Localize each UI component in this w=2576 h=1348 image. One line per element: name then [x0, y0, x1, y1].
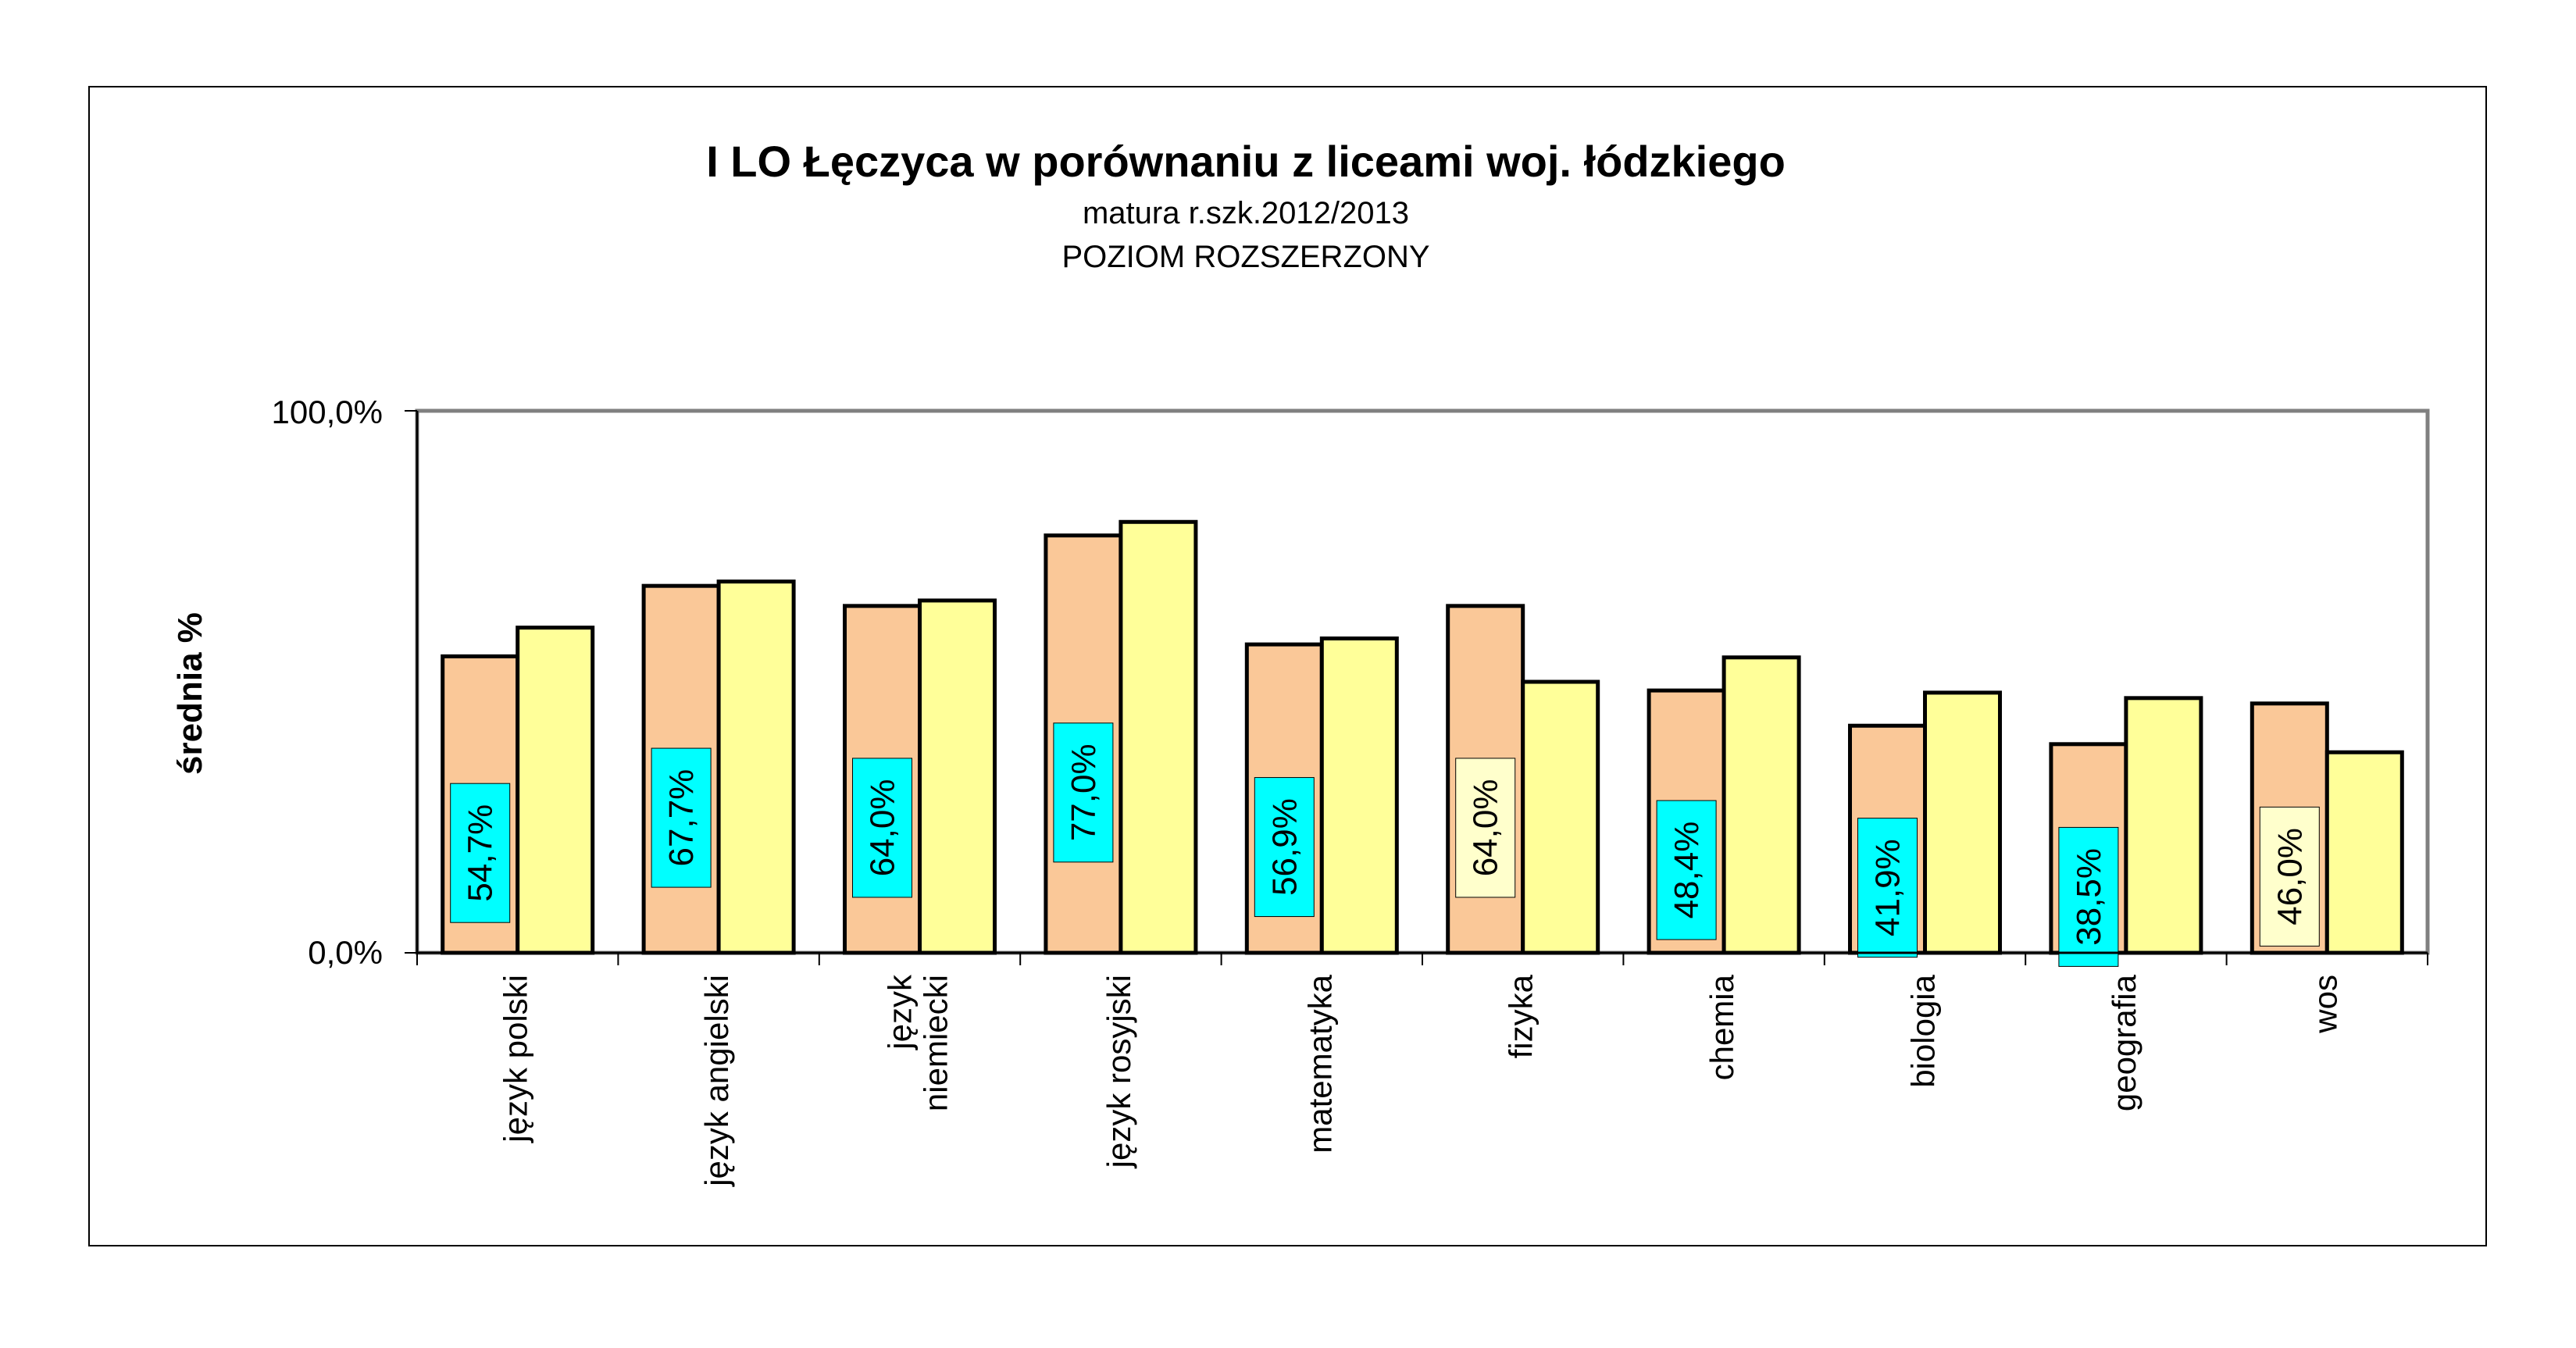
category-label-1: język angielski	[698, 975, 735, 1188]
data-labels-layer: 54,7% 67,7% 64,0% 77,0% 56,9% 64,0% 48,4% 41,9%…	[450, 722, 2320, 967]
category-label-4: matematyka	[1301, 974, 1338, 1153]
bar-series-2-3	[1119, 519, 1198, 955]
data-label-box-8	[2058, 826, 2119, 967]
bar-series-2-0	[516, 626, 595, 955]
chart-subtitle-1: matura r.szk.2012/2013	[1083, 196, 1409, 230]
data-label-box-2	[852, 758, 912, 898]
bar-series-2-5	[1521, 679, 1600, 955]
y-tick-label-100: 100,0%	[272, 394, 383, 430]
data-label-1: 67,7%	[662, 769, 701, 867]
bar-series-2-9	[2324, 750, 2404, 955]
data-label-box-0	[450, 783, 511, 923]
category-label-9: wos	[2307, 975, 2343, 1034]
chart-title: I LO Łęczyca w porównaniu z liceami woj.…	[706, 137, 1786, 186]
bar-series-2-4	[1319, 636, 1399, 955]
data-label-0: 54,7%	[462, 804, 500, 902]
category-label-7: biologia	[1905, 974, 1942, 1087]
category-label-0: język polski	[498, 975, 534, 1144]
data-label-box-9	[2259, 806, 2320, 947]
category-label-3: język rosyjski	[1101, 975, 1137, 1169]
axes-layer	[405, 410, 2428, 965]
bar-series-2-7	[1923, 690, 2002, 955]
category-labels-layer: język polski język angielski język niemieck…	[498, 974, 2344, 1188]
category-label-6: chemia	[1704, 974, 1740, 1080]
category-label-5: fizyka	[1503, 974, 1540, 1058]
data-label-4: 56,9%	[1265, 798, 1304, 896]
data-label-8: 38,5%	[2070, 848, 2108, 946]
bar-series-2-2	[918, 598, 997, 955]
bar-series-2-8	[2124, 696, 2203, 955]
data-label-6: 48,4%	[1668, 822, 1706, 919]
y-axis-label: średnia %	[171, 612, 209, 775]
data-label-3: 77,0%	[1065, 744, 1103, 841]
data-label-box-1	[651, 747, 712, 888]
y-tick-label-0: 0,0%	[308, 934, 383, 971]
data-label-9: 46,0%	[2271, 828, 2309, 925]
data-label-box-4	[1254, 777, 1315, 918]
category-label-2-1: niemiecki	[918, 975, 954, 1111]
data-label-box-6	[1656, 800, 1717, 940]
data-label-2: 64,0%	[864, 779, 902, 877]
category-label-2-0: język	[882, 974, 919, 1051]
data-label-5: 64,0%	[1467, 779, 1505, 877]
bar-series-2-1	[716, 579, 796, 955]
bar-series-2-6	[1721, 655, 1801, 955]
data-label-7: 41,9%	[1869, 839, 1907, 936]
data-label-box-3	[1053, 722, 1114, 863]
data-label-box-5	[1455, 758, 1516, 898]
data-label-box-7	[1857, 818, 1918, 958]
chart-subtitle-2: POZIOM ROZSZERZONY	[1061, 240, 1429, 274]
category-label-8: geografia	[2106, 974, 2143, 1111]
